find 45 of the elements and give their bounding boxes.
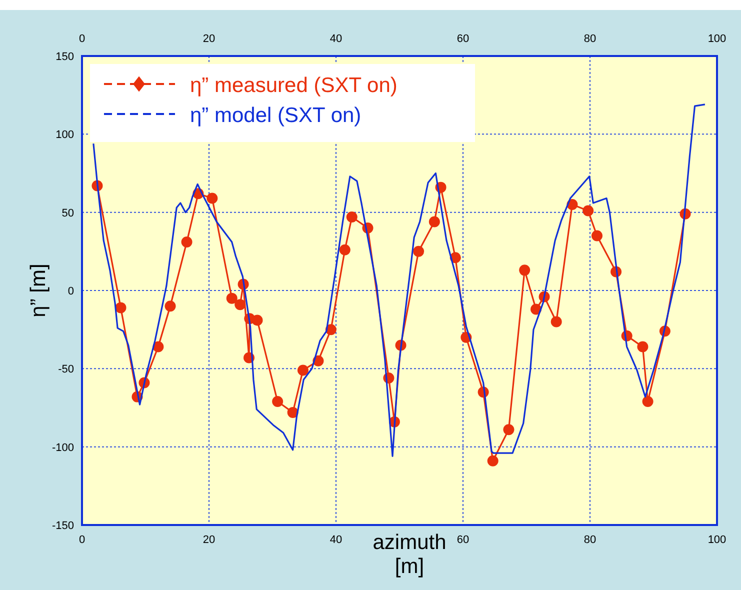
- x2-tick-label: 60: [456, 33, 470, 45]
- point: [519, 264, 530, 276]
- x2-tick-label: 20: [202, 33, 216, 45]
- point: [272, 396, 284, 407]
- y-tick-label: -50: [58, 364, 74, 376]
- point: [346, 212, 358, 223]
- point: [413, 246, 424, 257]
- x-tick-label: 40: [330, 534, 342, 546]
- line-series: [92, 104, 706, 458]
- x-axis-title: azimuth [m]: [372, 531, 446, 578]
- x-tick-label: 60: [456, 534, 470, 546]
- legend-label: η” measured (SXT on): [190, 74, 398, 97]
- y-tick-label: 50: [62, 207, 74, 220]
- x2-tick-label: 100: [708, 33, 726, 45]
- point: [428, 216, 440, 228]
- point: [582, 205, 594, 216]
- y-tick-label: 150: [56, 51, 74, 63]
- point: [591, 230, 602, 242]
- legend-label: η” model (SXT on): [190, 104, 362, 127]
- point: [206, 192, 218, 204]
- x-tick-label: 20: [202, 534, 216, 546]
- point: [637, 341, 648, 352]
- point: [226, 292, 238, 304]
- y-tick-label: -100: [52, 442, 74, 454]
- point: [550, 316, 562, 328]
- x-tick-label: 80: [584, 534, 596, 546]
- x-tick-label: 0: [78, 534, 86, 546]
- point: [234, 299, 246, 310]
- y-tick-label: 100: [56, 129, 74, 142]
- point: [164, 300, 176, 312]
- y-axis-title: η” [m]: [27, 264, 50, 318]
- point: [115, 302, 126, 314]
- point: [503, 424, 514, 436]
- x2-tick-label: 40: [330, 33, 342, 45]
- point: [642, 396, 654, 407]
- x2-tick-label: 0: [78, 33, 86, 45]
- point: [252, 314, 263, 326]
- y-tick-label: -150: [52, 520, 74, 532]
- x2-tick-label: 80: [584, 33, 596, 45]
- point: [181, 236, 192, 248]
- y-tick-label: 0: [68, 286, 74, 298]
- point: [297, 364, 308, 376]
- point: [339, 244, 350, 256]
- point: [487, 455, 498, 466]
- x-tick-label: 100: [708, 534, 726, 546]
